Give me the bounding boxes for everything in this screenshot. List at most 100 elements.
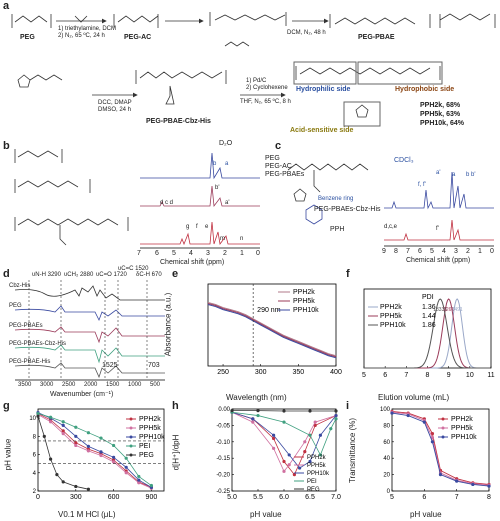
data-point-pei: [329, 427, 333, 431]
data-point-pei: [256, 413, 260, 418]
plot-frame: [391, 408, 490, 492]
data-point-peg: [230, 409, 234, 413]
data-point-pph5k: [74, 443, 78, 448]
legend-label-pph5k: PPH5k: [139, 425, 161, 432]
x-tick-label: 300: [70, 494, 82, 501]
x-tick-label: 6.5: [305, 494, 315, 501]
data-point-pei: [124, 456, 128, 460]
data-point-pph5k: [124, 471, 128, 475]
panel-c-tick-3: 3: [454, 248, 458, 255]
panel-label-d: d: [3, 268, 10, 280]
data-point-pph5k: [137, 481, 141, 485]
panel-c-label-bot: PPH: [330, 226, 345, 233]
data-point-pei: [318, 453, 322, 457]
data-point-pph10k: [334, 413, 338, 418]
legend-marker-pei: [129, 444, 133, 448]
series-line-pph10k: [37, 412, 152, 488]
panel-c-tick-4: 4: [442, 248, 446, 255]
panel-h-xlabel: pH value: [250, 510, 282, 519]
series-line-pph10k: [231, 411, 337, 469]
panel-h-ylabel: d[H⁺]/dpH: [171, 434, 181, 471]
plot-frame: [207, 283, 337, 367]
panel-h-chart: 5.0 5.5 6.0 6.5 7.0 0.00 -0.05 -0.10 -0.15 -0.20 -…: [216, 407, 341, 501]
panel-c-tick-0: 0: [490, 248, 494, 255]
panel-b-tick-1: 1: [240, 250, 244, 257]
data-point-pph10k: [438, 473, 443, 477]
x-tick-label: 10: [466, 372, 474, 379]
scheme-cond4a: 1) Pd/C: [246, 78, 267, 84]
legend-marker-peg: [129, 453, 133, 457]
y-tick-label: 10: [29, 416, 36, 422]
panel-b-tick-5: 5: [172, 250, 176, 257]
scheme-yield2: PPH5k, 63%: [420, 111, 461, 118]
panel-c-tick-2: 2: [466, 248, 470, 255]
legend-label-pei: PEI: [139, 443, 150, 450]
data-point-pph10k: [298, 466, 302, 470]
panel-c-tick-9: 9: [382, 248, 386, 255]
panel-d-band-ch: δC-H 670: [136, 272, 162, 278]
data-point-pei: [36, 411, 40, 416]
x-tick-label: 350: [293, 369, 305, 376]
legend-label-pph2k: PPH2k: [307, 455, 327, 461]
data-point-pph5k: [303, 440, 307, 444]
panel-b-legend-peg-ac: PEG-AC: [265, 163, 292, 170]
data-point-pph10k: [251, 417, 255, 421]
series-line-peg: [37, 416, 89, 490]
panel-b-spectra: [140, 152, 260, 249]
panel-e-chart: 250 300 350 400 290 nm PPH2k PPH5k PPH10k: [207, 283, 342, 376]
legend-label-pph5k: PPH5k: [451, 425, 473, 432]
data-point-pph5k: [61, 432, 65, 436]
legend-marker-pph2k: [441, 417, 445, 421]
panel-c-tick-6: 6: [418, 248, 422, 255]
x-tick-label: 8: [487, 494, 491, 501]
panel-c-spectra: [384, 171, 494, 247]
y-tick-label: 0: [387, 489, 391, 495]
data-point-peg: [334, 409, 338, 413]
scheme-a-drawing: [11, 12, 496, 127]
panel-b-peak-a: a: [225, 161, 229, 167]
panel-d-note-703: 703: [148, 362, 160, 369]
y-tick-label: 8: [33, 434, 37, 440]
legend-label-pph10k: PPH10k: [451, 434, 477, 441]
legend-label-pph10k: PPH10k: [380, 322, 406, 329]
data-point-pph2k: [61, 429, 65, 433]
panel-b-peak-a-prime: a': [225, 200, 230, 206]
panel-b-peak-g: g: [186, 224, 190, 230]
data-point-peg: [55, 473, 59, 477]
panel-d-row-cbz-his: Cbz-His: [9, 283, 31, 289]
panel-b-peak-dcd: d c d: [160, 200, 174, 206]
x-tick-label: 7.0: [331, 494, 341, 501]
panel-d-band-ch2: υCH₂ 2880: [64, 272, 94, 278]
scheme-peg: PEG: [20, 34, 35, 41]
scheme-yield1: PPH2k, 68%: [420, 102, 461, 109]
x-tick-label: 5.5: [253, 494, 263, 501]
panel-b-tick-0: 0: [256, 250, 260, 257]
x-tick-label: 0: [36, 494, 40, 501]
panel-d-tick-1500: 1500: [106, 382, 120, 388]
data-point-pph2k: [74, 441, 78, 445]
series-line-pph10k: [207, 304, 337, 359]
x-tick-label: 5.0: [227, 494, 237, 501]
panel-d-ir-spectra: [14, 280, 165, 381]
data-point-pei: [334, 417, 338, 421]
y-tick-label: 2: [33, 489, 37, 495]
data-point-pph10k: [74, 434, 78, 438]
data-point-pph5k: [282, 469, 286, 473]
panel-b-peak-n: n: [240, 236, 244, 242]
data-point-pph5k: [430, 436, 435, 440]
panel-i-ylabel: Transmittance (%): [348, 417, 358, 484]
panel-f-xlabel: Elution volume (mL): [378, 393, 450, 402]
scheme-cond4b: 2) Cyclohexene: [246, 85, 288, 91]
panel-c-benzene: Benzene ring: [318, 196, 354, 202]
peak-label-9261: 9261: [443, 307, 454, 313]
panel-b-peak-b-prime: b': [215, 185, 220, 191]
panel-c-peak-dce: d,c,e: [384, 224, 398, 230]
series-line-pph2k: [207, 301, 337, 357]
data-point-pph5k: [313, 420, 317, 424]
data-point-pph5k: [272, 446, 276, 450]
panel-b-structures: [14, 149, 129, 246]
panel-label-b: b: [3, 140, 10, 152]
data-point-pei: [61, 420, 65, 424]
scheme-cond2: DCM, N₂, 48 h: [287, 30, 326, 36]
x-tick-label: 900: [146, 494, 158, 501]
